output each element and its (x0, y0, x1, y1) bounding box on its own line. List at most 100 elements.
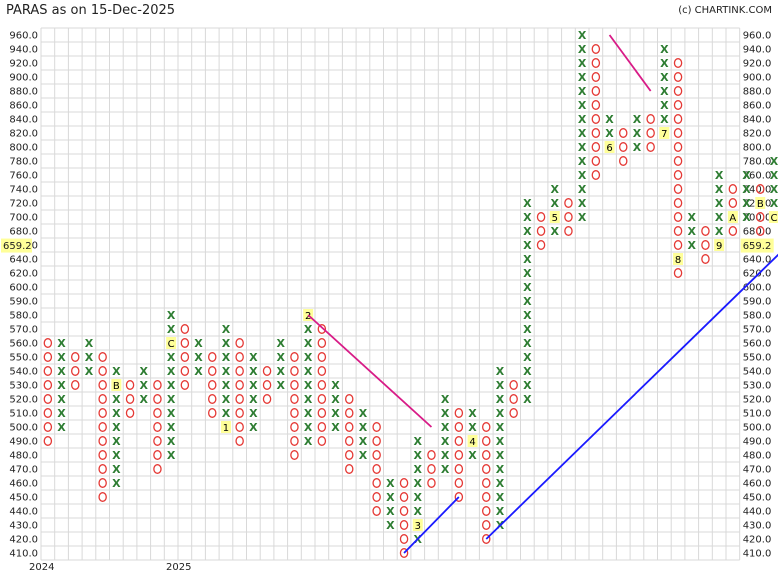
x-box: X (770, 155, 778, 168)
o-box (673, 58, 683, 68)
o-box (756, 212, 765, 222)
y-tick-label-left: 840.0 (9, 115, 38, 126)
x-box: X (523, 351, 532, 364)
x-box: X (277, 337, 286, 350)
x-box: X (578, 141, 587, 154)
o-box (372, 478, 381, 488)
x-box: X (57, 351, 66, 364)
x-box: X (660, 85, 669, 98)
o-box (372, 506, 381, 516)
month-marker-box (727, 211, 738, 223)
downtrend-line (608, 34, 652, 92)
x-box: X (578, 29, 587, 42)
x-box: X (85, 337, 94, 350)
x-box: X (57, 379, 66, 392)
y-tick-label-right: 620.0 (743, 269, 772, 280)
x-box: X (331, 379, 340, 392)
o-box (153, 394, 162, 404)
price-tags: 659.2 659.2 (1, 238, 774, 253)
x-box: X (688, 239, 697, 252)
o-box (180, 324, 190, 334)
x-box: X (715, 197, 724, 210)
x-box: X (605, 113, 614, 126)
x-box: X (386, 505, 395, 518)
o-box (153, 450, 162, 460)
x-box: X (304, 323, 313, 336)
o-box (290, 366, 299, 376)
o-box (481, 422, 491, 432)
o-box (673, 100, 683, 110)
x-box: X (304, 379, 313, 392)
o-box (98, 408, 107, 418)
x-box: X (304, 407, 313, 420)
o-box (344, 464, 354, 474)
o-box (372, 436, 381, 446)
o-box (399, 534, 409, 544)
o-box (454, 408, 464, 418)
y-tick-label-left: 450.0 (9, 493, 38, 504)
x-box: X (660, 99, 669, 112)
o-box (536, 226, 546, 236)
chart-title: PARAS as on 15-Dec-2025 (6, 3, 176, 18)
o-box (454, 464, 464, 474)
o-box (153, 408, 162, 418)
o-box (317, 352, 327, 362)
x-box: X (770, 169, 778, 182)
x-box: X (441, 435, 450, 448)
x-box: X (57, 393, 66, 406)
x-box: X (249, 351, 258, 364)
month-marker-box (755, 197, 766, 209)
o-box (344, 422, 354, 432)
x-box: X (304, 365, 313, 378)
o-box (153, 380, 162, 390)
o-box (481, 464, 491, 474)
o-box (43, 338, 53, 348)
x-box: X (441, 463, 450, 476)
o-box (673, 240, 683, 250)
x-box: X (331, 407, 340, 420)
o-box (509, 394, 518, 404)
x-box: X (304, 393, 313, 406)
x-box: X (496, 435, 505, 448)
o-box (43, 422, 53, 432)
o-box (71, 366, 80, 376)
x-box: X (578, 197, 587, 210)
x-box: X (222, 351, 231, 364)
o-box (591, 156, 601, 166)
o-box (125, 408, 135, 418)
x-box: X (222, 393, 231, 406)
o-box (98, 422, 107, 432)
y-tick-label-left: 740.0 (9, 185, 38, 196)
o-box (262, 380, 272, 390)
month-marker-label: 5 (552, 213, 558, 224)
x-box: X (441, 449, 450, 462)
o-box (71, 352, 80, 362)
o-box (262, 394, 272, 404)
y-tick-label-left: 480.0 (9, 451, 38, 462)
y-tick-label-left: 780.0 (9, 157, 38, 168)
o-box (344, 394, 354, 404)
o-box (43, 380, 53, 390)
x-box: X (496, 477, 505, 490)
x-box: X (112, 365, 121, 378)
y-tick-label-left: 550.0 (9, 353, 38, 364)
x-box: X (523, 379, 532, 392)
y-tick-label-left: 580.0 (9, 311, 38, 322)
y-tick-label-left: 560.0 (9, 339, 38, 350)
x-box: X (222, 323, 231, 336)
o-box (564, 212, 573, 222)
o-box (235, 366, 244, 376)
y-tick-label-right: 880.0 (743, 87, 772, 98)
o-box (207, 394, 217, 404)
o-box (98, 436, 107, 446)
x-box: X (414, 449, 423, 462)
y-tick-label-left: 490.0 (9, 437, 38, 448)
x-box: X (523, 323, 532, 336)
x-box: X (386, 491, 395, 504)
y-tick-label-left: 940.0 (9, 45, 38, 56)
y-tick-label-right: 920.0 (743, 59, 772, 70)
month-marker-box (768, 211, 778, 223)
x-box: X (112, 477, 121, 490)
y-tick-label-left: 720.0 (9, 199, 38, 210)
x-box: X (167, 379, 176, 392)
